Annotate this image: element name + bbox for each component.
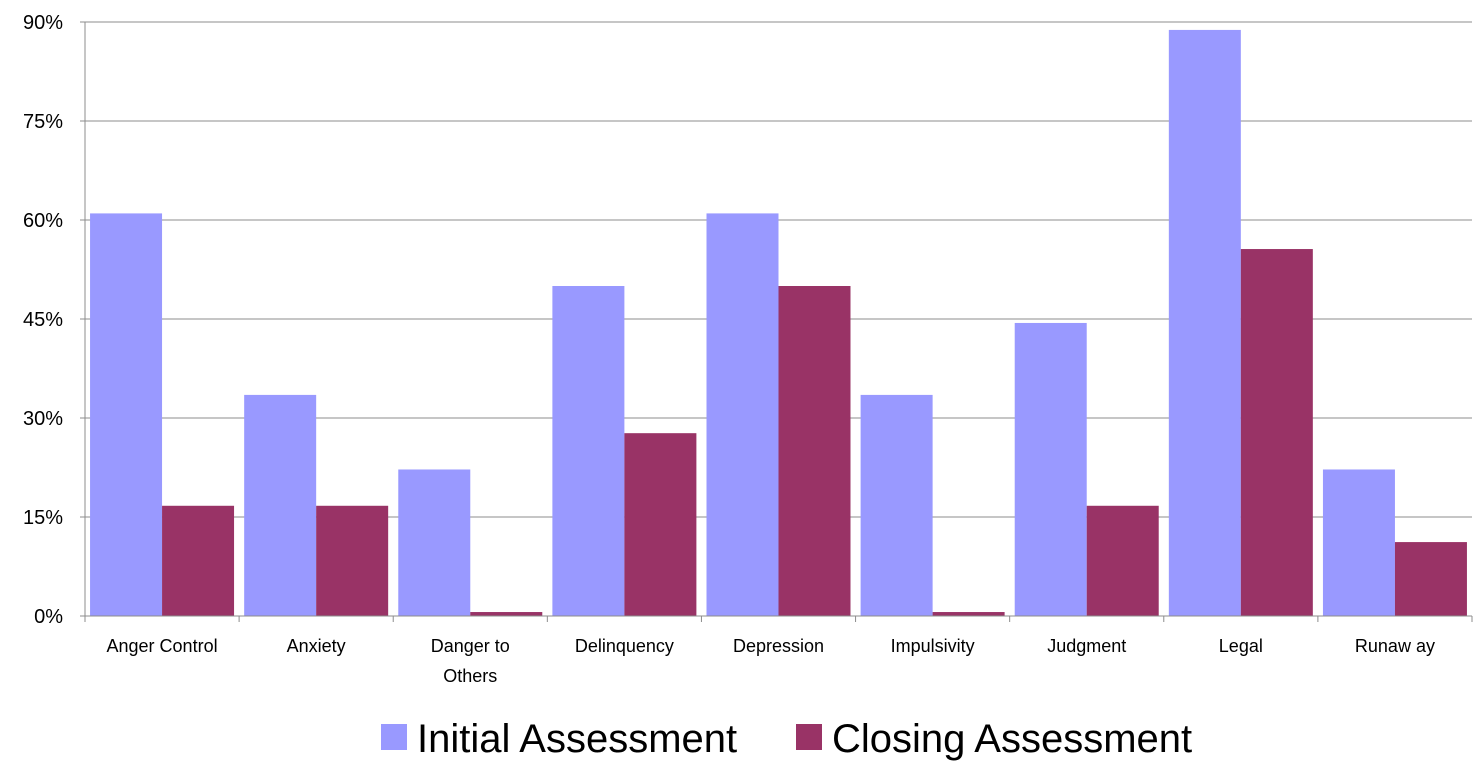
y-tick-label: 15% (23, 507, 63, 529)
x-tick-labels: Anger Control Anxiety Danger to Others Delin… (107, 636, 1435, 686)
x-tick-label: Anger Control (107, 636, 218, 656)
y-tick-label: 90% (23, 12, 63, 34)
bars (90, 29, 1467, 617)
y-tick-labels: 0% 15% 30% 45% 60% 75% 90% (23, 12, 63, 628)
x-tick-label: Depression (733, 636, 824, 656)
bar-closing-2 (470, 612, 543, 616)
bar-closing-0 (162, 505, 235, 616)
x-tick-label: Delinquency (575, 636, 674, 656)
legend: Initial Assessment Closing Assessment (381, 717, 1192, 761)
y-tick-label: 60% (23, 210, 63, 232)
legend-swatch-initial (381, 724, 407, 750)
bar-initial-0 (90, 213, 163, 616)
x-tick-label: Judgment (1047, 636, 1126, 656)
bar-closing-5 (932, 612, 1005, 616)
bar-closing-3 (624, 433, 697, 616)
bar-initial-4 (706, 213, 779, 616)
y-tick-label: 45% (23, 309, 63, 331)
x-tick-label: Runaw ay (1355, 636, 1435, 656)
axes (80, 21, 1473, 622)
bar-closing-6 (1086, 505, 1159, 616)
bar-initial-2 (398, 469, 471, 616)
legend-swatch-closing (796, 724, 822, 750)
bar-initial-1 (244, 394, 317, 616)
bar-initial-3 (552, 286, 625, 616)
x-tick-label: Legal (1219, 636, 1263, 656)
y-tick-label: 75% (23, 111, 63, 133)
bar-closing-4 (778, 286, 851, 616)
y-tick-label: 0% (34, 606, 63, 628)
bar-initial-5 (860, 394, 933, 616)
x-tick-label: Impulsivity (891, 636, 975, 656)
bar-initial-6 (1014, 322, 1087, 616)
bar-closing-8 (1394, 542, 1467, 616)
bar-closing-1 (316, 505, 389, 616)
bar-initial-7 (1168, 29, 1241, 617)
y-tick-label: 30% (23, 408, 63, 430)
x-tick-label: Danger to Others (431, 636, 510, 686)
legend-label-initial: Initial Assessment (417, 717, 737, 761)
legend-label-closing: Closing Assessment (832, 717, 1192, 761)
bar-closing-7 (1240, 249, 1313, 617)
bar-initial-8 (1322, 469, 1395, 616)
x-tick-label: Anxiety (287, 636, 346, 656)
